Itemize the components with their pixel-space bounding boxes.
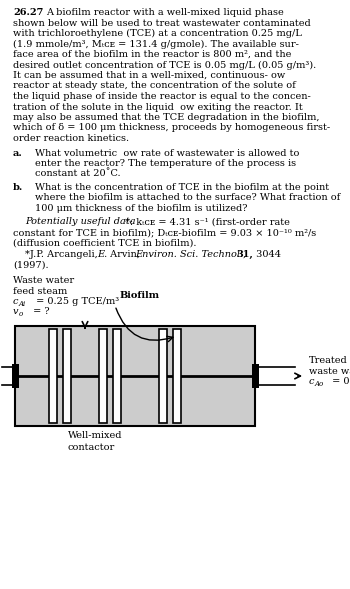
Text: What is the concentration of TCE in the biofilm at the point: What is the concentration of TCE in the … bbox=[35, 183, 329, 192]
Bar bbox=[159, 329, 167, 423]
Text: order reaction kinetics.: order reaction kinetics. bbox=[13, 134, 129, 143]
Text: (1997).: (1997). bbox=[13, 260, 49, 270]
Text: Treated: Treated bbox=[309, 356, 348, 365]
Text: reactor at steady state, the concentration of the solute of: reactor at steady state, the concentrati… bbox=[13, 81, 296, 91]
Text: = ?: = ? bbox=[30, 307, 50, 316]
Text: Ao: Ao bbox=[315, 380, 324, 388]
Text: constant at 20˚C.: constant at 20˚C. bbox=[35, 170, 121, 178]
Bar bbox=[12, 364, 19, 388]
Bar bbox=[63, 329, 71, 423]
Text: E.: E. bbox=[97, 250, 107, 259]
Text: *J.P. Arcangeli,: *J.P. Arcangeli, bbox=[25, 250, 101, 259]
Text: shown below will be used to treat wastewater contaminated: shown below will be used to treat wastew… bbox=[13, 18, 311, 28]
Text: 3044: 3044 bbox=[253, 250, 281, 259]
Text: waste water: waste water bbox=[309, 366, 350, 376]
Bar bbox=[113, 329, 121, 423]
Text: Well-mixed
contactor: Well-mixed contactor bbox=[68, 431, 122, 452]
Text: which of δ = 100 μm thickness, proceeds by homogeneous first-: which of δ = 100 μm thickness, proceeds … bbox=[13, 124, 330, 133]
Text: a.: a. bbox=[13, 148, 23, 157]
Text: = 0.05 g TCE/m³: = 0.05 g TCE/m³ bbox=[329, 377, 350, 386]
Text: *: kₜᴄᴇ = 4.31 s⁻¹ (first-order rate: *: kₜᴄᴇ = 4.31 s⁻¹ (first-order rate bbox=[125, 217, 290, 227]
Text: tration of the solute in the liquid  ow exiting the reactor. It: tration of the solute in the liquid ow e… bbox=[13, 102, 303, 111]
Text: v: v bbox=[13, 307, 19, 316]
Text: 100 μm thickness of the biofilm is utilized?: 100 μm thickness of the biofilm is utili… bbox=[35, 204, 247, 213]
Text: enter the reactor? The temperature of the process is: enter the reactor? The temperature of th… bbox=[35, 159, 296, 168]
Text: Biofilm: Biofilm bbox=[120, 291, 160, 300]
Text: What volumetric  ow rate of wastewater is allowed to: What volumetric ow rate of wastewater is… bbox=[35, 148, 299, 157]
Text: A biofilm reactor with a well-mixed liquid phase: A biofilm reactor with a well-mixed liqu… bbox=[46, 8, 284, 17]
Text: Potentially useful data: Potentially useful data bbox=[25, 217, 136, 227]
Text: c: c bbox=[13, 297, 19, 306]
Text: constant for TCE in biofilm); Dₜᴄᴇ-biofilm = 9.03 × 10⁻¹⁰ m²/s: constant for TCE in biofilm); Dₜᴄᴇ-biofi… bbox=[13, 228, 316, 237]
Bar bbox=[252, 364, 259, 388]
Text: c: c bbox=[309, 377, 315, 386]
Text: Waste water: Waste water bbox=[13, 276, 74, 285]
Text: b.: b. bbox=[13, 183, 23, 192]
Bar bbox=[99, 329, 107, 423]
Text: feed steam: feed steam bbox=[13, 286, 67, 296]
Text: desired outlet concentration of TCE is 0.05 mg/L (0.05 g/m³).: desired outlet concentration of TCE is 0… bbox=[13, 61, 316, 70]
Bar bbox=[173, 329, 181, 423]
Text: (1.9 mmole/m³, Mₜᴄᴇ = 131.4 g/gmole). The available sur-: (1.9 mmole/m³, Mₜᴄᴇ = 131.4 g/gmole). Th… bbox=[13, 39, 299, 49]
Text: (diffusion coefficient TCE in biofilm).: (diffusion coefficient TCE in biofilm). bbox=[13, 239, 196, 247]
Text: Ai: Ai bbox=[19, 300, 26, 308]
Text: = 0.25 g TCE/m³: = 0.25 g TCE/m³ bbox=[33, 297, 119, 306]
Text: the liquid phase of inside the reactor is equal to the concen-: the liquid phase of inside the reactor i… bbox=[13, 92, 311, 101]
Text: 31,: 31, bbox=[236, 250, 253, 259]
Bar bbox=[49, 329, 57, 423]
Text: Environ. Sci. Technol.,: Environ. Sci. Technol., bbox=[135, 250, 246, 259]
Bar bbox=[15, 326, 255, 426]
Text: face area of the biofilm in the reactor is 800 m², and the: face area of the biofilm in the reactor … bbox=[13, 50, 291, 59]
Text: It can be assumed that in a well-mixed, continuous- ow: It can be assumed that in a well-mixed, … bbox=[13, 71, 285, 80]
Text: Arvin,: Arvin, bbox=[107, 250, 143, 259]
Text: where the biofilm is attached to the surface? What fraction of: where the biofilm is attached to the sur… bbox=[35, 194, 340, 203]
Text: may also be assumed that the TCE degradation in the biofilm,: may also be assumed that the TCE degrada… bbox=[13, 113, 320, 122]
Text: o: o bbox=[19, 310, 23, 319]
Text: 26.27: 26.27 bbox=[13, 8, 43, 17]
Text: with trichloroethylene (TCE) at a concentration 0.25 mg/L: with trichloroethylene (TCE) at a concen… bbox=[13, 29, 302, 38]
